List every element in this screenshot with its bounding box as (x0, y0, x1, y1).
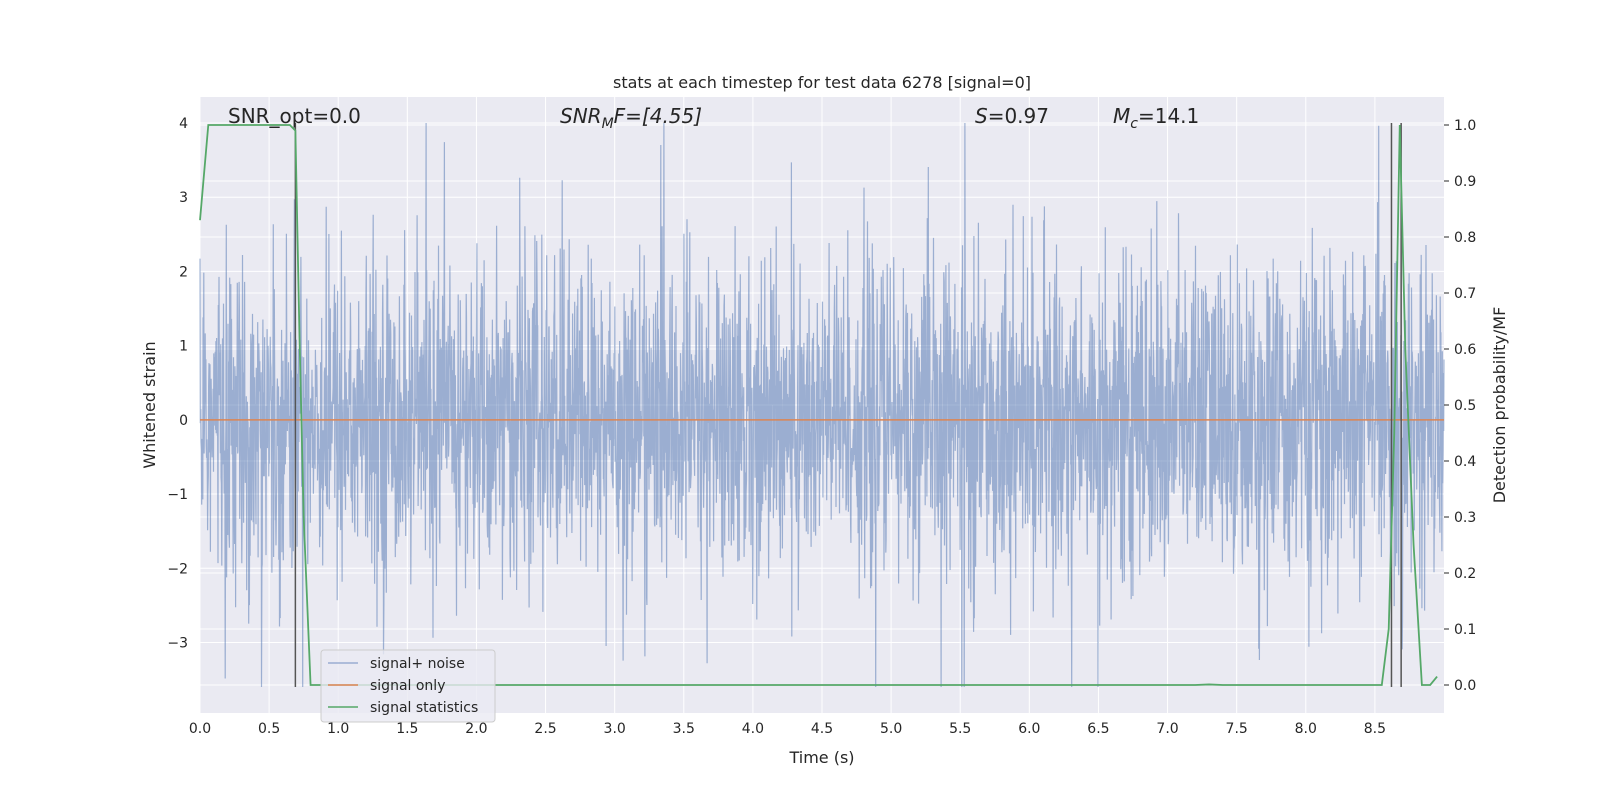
x-tick-label: 0.5 (258, 721, 280, 737)
x-tick-label: 7.0 (1156, 721, 1178, 737)
series-signal-noise (199, 122, 1445, 688)
x-tick-label: 1.5 (396, 721, 418, 737)
y-left-tick-label: −2 (167, 561, 188, 577)
y-left-tick-label: 0 (179, 413, 188, 429)
x-tick-label: 4.5 (811, 721, 833, 737)
legend: signal+ noise signal only signal statist… (320, 649, 496, 723)
x-tick-label: 1.0 (327, 721, 349, 737)
x-tick-label: 6.0 (1018, 721, 1040, 737)
x-tick-label: 8.0 (1295, 721, 1317, 737)
y-right-tick-label: 0.5 (1454, 398, 1476, 414)
series-signal-statistics (199, 124, 1438, 686)
x-tick-label: 4.0 (742, 721, 764, 737)
y-right-tick-label: 1.0 (1454, 118, 1476, 134)
x-tick-label: 7.5 (1226, 721, 1248, 737)
y-axis-left-ticks: −3 −2 −1 0 1 2 3 4 (167, 116, 188, 652)
x-tick-label: 2.5 (534, 721, 556, 737)
y-left-tick-label: −1 (167, 487, 188, 503)
annotation-snr-mf: SNRMF=[4.55] (560, 104, 702, 132)
y-right-tick-label: 0.4 (1454, 454, 1476, 470)
y-right-tick-label: 0.2 (1454, 566, 1476, 582)
y-right-tick-label: 0.9 (1454, 174, 1476, 190)
x-tick-label: 3.0 (604, 721, 626, 737)
y-left-tick-label: 2 (179, 264, 188, 280)
annotation-s-main: S (975, 104, 988, 128)
x-tick-label: 5.0 (880, 721, 902, 737)
signal-noise-line (199, 122, 1445, 688)
y-right-tick-label: 0.8 (1454, 230, 1476, 246)
annotation-s: S=0.97 (975, 104, 1049, 128)
annotation-mc-rest: =14.1 (1138, 104, 1199, 128)
x-tick-label: 5.5 (949, 721, 971, 737)
annotation-s-rest: =0.97 (988, 104, 1049, 128)
x-tick-label: 8.5 (1364, 721, 1386, 737)
annotation-snr-opt: SNR_opt=0.0 (228, 104, 361, 128)
x-tick-label: 0.0 (189, 721, 211, 737)
annotation-mc: Mc=14.1 (1113, 104, 1199, 132)
chart-title: stats at each timestep for test data 627… (613, 73, 1031, 92)
y-axis-right-label: Detection probability/MF (1490, 307, 1509, 504)
x-tick-label: 6.5 (1087, 721, 1109, 737)
annotation-mc-main: M (1113, 104, 1130, 128)
x-tick-label: 3.5 (673, 721, 695, 737)
y-left-tick-label: 4 (179, 116, 188, 132)
y-right-tick-label: 0.1 (1454, 622, 1476, 638)
y-left-tick-label: 3 (179, 190, 188, 206)
x-axis-label: Time (s) (788, 748, 854, 767)
signal-statistics-line (199, 124, 1438, 686)
y-left-tick-label: −3 (167, 635, 188, 651)
y-right-tick-label: 0.0 (1454, 678, 1476, 694)
y-left-tick-label: 1 (179, 339, 188, 355)
annotation-mc-sub: c (1130, 116, 1138, 132)
annotation-snr-mf-rest: F=[4.55] (614, 104, 702, 128)
x-tick-label: 2.0 (465, 721, 487, 737)
legend-label-signal-statistics: signal statistics (370, 700, 478, 716)
y-axis-right-ticks: 0.0 0.1 0.2 0.3 0.4 0.5 0.6 0.7 0.8 0.9 1.0 (1444, 118, 1476, 694)
legend-label-signal-noise: signal+ noise (370, 656, 465, 672)
y-right-tick-label: 0.7 (1454, 286, 1476, 302)
legend-label-signal-only: signal only (370, 678, 445, 694)
annotation-snr-mf-sub: M (602, 116, 614, 132)
y-right-tick-label: 0.3 (1454, 510, 1476, 526)
legend-box (320, 649, 496, 723)
y-axis-left-label: Whitened strain (140, 341, 159, 468)
annotation-snr-mf-main: SNR (560, 104, 602, 128)
x-axis-ticks: 0.0 0.5 1.0 1.5 2.0 2.5 3.0 3.5 4.0 4.5 5.0 5.5 6.0 6… (189, 721, 1386, 737)
y-right-tick-label: 0.6 (1454, 342, 1476, 358)
